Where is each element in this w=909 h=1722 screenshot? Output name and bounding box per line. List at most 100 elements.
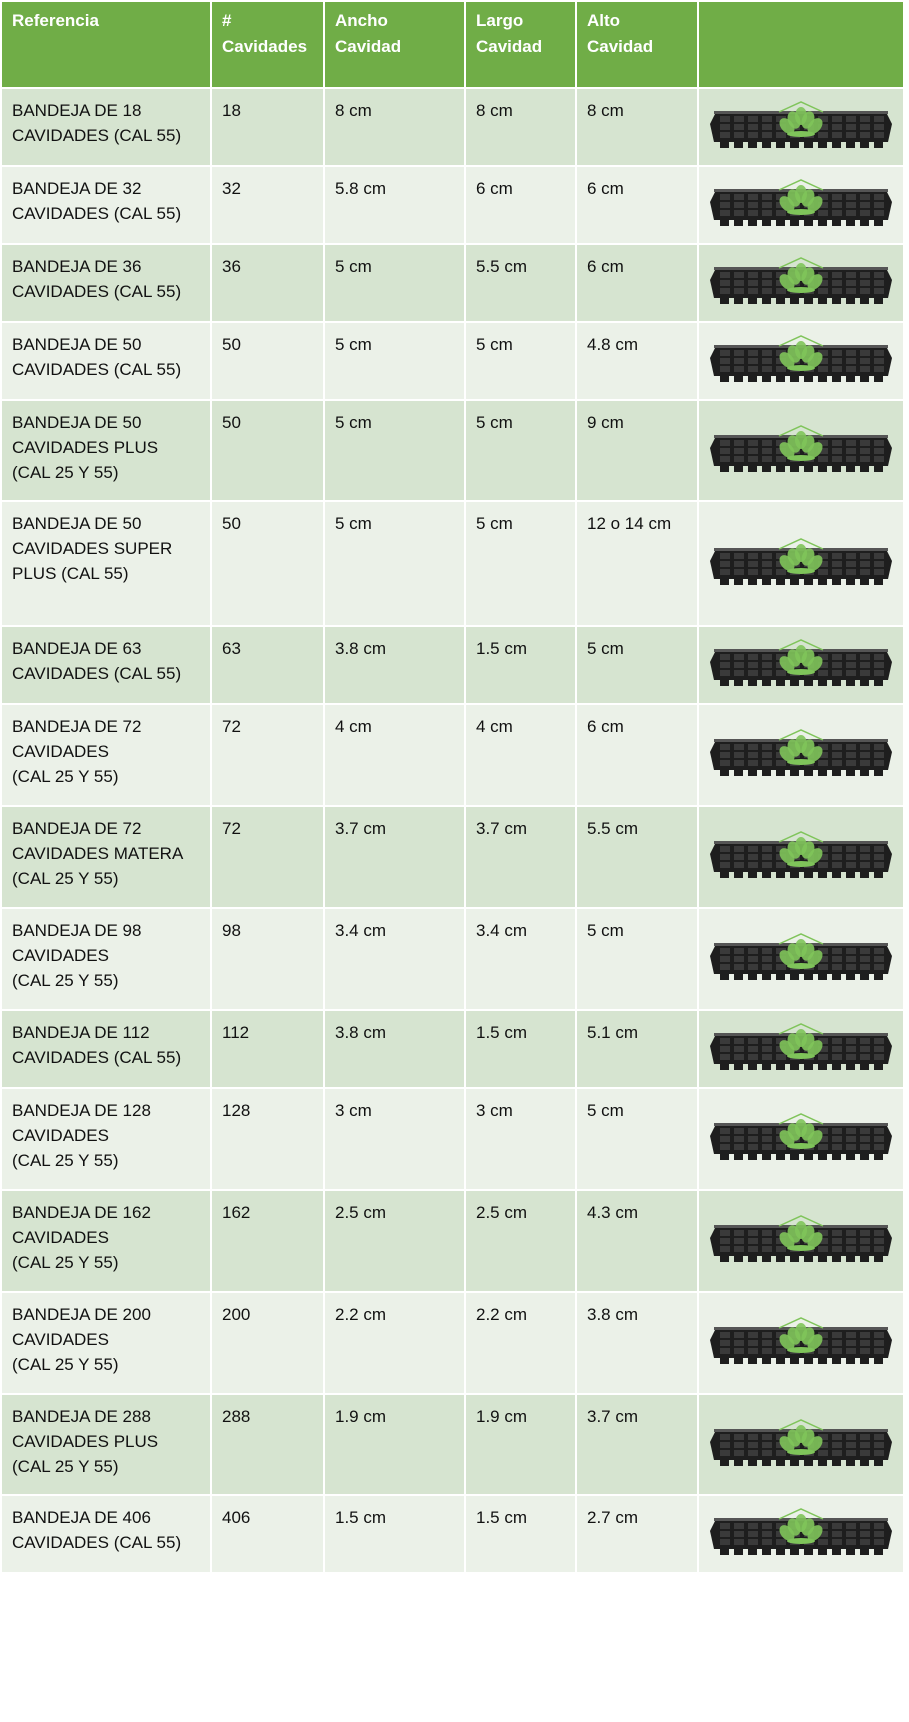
height-cell: 6 cm [575,703,699,807]
seedling-tray-icon [700,628,902,702]
height-cell: 12 o 14 cm [575,500,699,627]
table-row: BANDEJA DE 288 CAVIDADES PLUS (CAL 25 Y 55… [0,1393,905,1496]
width-cell: 5.8 cm [323,165,466,245]
seedling-tray-icon [700,910,902,1008]
tray-image-cell [697,907,905,1011]
header-cavities: # Cavidades [210,0,325,89]
reference-cell: BANDEJA DE 72 CAVIDADES (CAL 25 Y 55) [0,703,212,807]
reference-line: (CAL 25 Y 55) [12,1355,119,1374]
seedling-tray-icon [700,402,902,499]
length-cell: 6 cm [464,165,577,245]
table-row: BANDEJA DE 50 CAVIDADES (CAL 55) 50 5 cm 5 c… [0,321,905,401]
table-row: BANDEJA DE 406 CAVIDADES (CAL 55) 406 1.5 c… [0,1494,905,1574]
reference-line: BANDEJA DE 72 [12,717,142,736]
reference-line: (CAL 25 Y 55) [12,971,119,990]
table-row: BANDEJA DE 18 CAVIDADES (CAL 55) 18 8 cm 8 c… [0,87,905,167]
reference-line: BANDEJA DE 32 [12,179,142,198]
length-cell: 2.5 cm [464,1189,577,1293]
reference-cell: BANDEJA DE 98 CAVIDADES (CAL 25 Y 55) [0,907,212,1011]
header-length-line1: Largo [476,11,524,30]
reference-line: CAVIDADES MATERA [12,844,184,863]
header-width-line2: Cavidad [335,37,402,56]
reference-line: (CAL 25 Y 55) [12,1457,119,1476]
reference-cell: BANDEJA DE 63 CAVIDADES (CAL 55) [0,625,212,705]
seedling-tray-icon [700,1012,902,1086]
table-header: Referencia # Cavidades Ancho Cavidad Lar… [0,0,905,89]
length-cell: 3 cm [464,1087,577,1191]
seedling-tray-icon [700,1497,902,1571]
seedling-tray-icon [700,1294,902,1392]
width-cell: 5 cm [323,321,466,401]
width-cell: 8 cm [323,87,466,167]
length-cell: 2.2 cm [464,1291,577,1395]
reference-cell: BANDEJA DE 50 CAVIDADES (CAL 55) [0,321,212,401]
header-length-line2: Cavidad [476,37,543,56]
reference-line: BANDEJA DE 112 [12,1023,150,1042]
reference-line: BANDEJA DE 128 [12,1101,151,1120]
seedling-tray-icon [700,246,902,320]
height-cell: 6 cm [575,243,699,323]
header-height-line1: Alto [587,11,621,30]
reference-line: BANDEJA DE 50 [12,335,142,354]
seedling-tray-icon [700,1090,902,1188]
reference-line: (CAL 25 Y 55) [12,869,119,888]
reference-cell: BANDEJA DE 112 CAVIDADES (CAL 55) [0,1009,212,1089]
reference-line: BANDEJA DE 50 [12,413,142,432]
header-image [697,0,905,89]
table-row: BANDEJA DE 36 CAVIDADES (CAL 55) 36 5 cm 5.5… [0,243,905,323]
reference-line: CAVIDADES PLUS [12,438,159,457]
tray-image-cell [697,1494,905,1574]
cavities-cell: 128 [210,1087,325,1191]
header-height-line2: Cavidad [587,37,654,56]
reference-line: CAVIDADES (CAL 55) [12,204,182,223]
table-row: BANDEJA DE 128 CAVIDADES (CAL 25 Y 55) 128 3… [0,1087,905,1191]
header-width-line1: Ancho [335,11,388,30]
reference-cell: BANDEJA DE 50 CAVIDADES SUPER PLUS (CAL 55… [0,500,212,627]
tray-image-cell [697,87,905,167]
header-cavities-line2: Cavidades [222,37,308,56]
table-row: BANDEJA DE 162 CAVIDADES (CAL 25 Y 55) 162 2… [0,1189,905,1293]
width-cell: 2.2 cm [323,1291,466,1395]
reference-line: BANDEJA DE 200 [12,1305,151,1324]
table-row: BANDEJA DE 200 CAVIDADES (CAL 25 Y 55) 200 2… [0,1291,905,1395]
height-cell: 5 cm [575,1087,699,1191]
height-cell: 4.3 cm [575,1189,699,1293]
cavities-cell: 288 [210,1393,325,1496]
width-cell: 5 cm [323,500,466,627]
reference-cell: BANDEJA DE 200 CAVIDADES (CAL 25 Y 55) [0,1291,212,1395]
reference-line: CAVIDADES (CAL 55) [12,360,182,379]
reference-cell: BANDEJA DE 36 CAVIDADES (CAL 55) [0,243,212,323]
width-cell: 5 cm [323,243,466,323]
length-cell: 4 cm [464,703,577,807]
cavities-cell: 200 [210,1291,325,1395]
cavities-cell: 32 [210,165,325,245]
reference-cell: BANDEJA DE 288 CAVIDADES PLUS (CAL 25 Y 55… [0,1393,212,1496]
width-cell: 3 cm [323,1087,466,1191]
table-row: BANDEJA DE 98 CAVIDADES (CAL 25 Y 55) 98 3.4… [0,907,905,1011]
tray-image-cell [697,1393,905,1496]
length-cell: 5.5 cm [464,243,577,323]
reference-line: CAVIDADES (CAL 55) [12,664,182,683]
width-cell: 2.5 cm [323,1189,466,1293]
reference-line: PLUS (CAL 55) [12,564,129,583]
width-cell: 1.5 cm [323,1494,466,1574]
tray-image-cell [697,625,905,705]
height-cell: 5 cm [575,907,699,1011]
reference-line: CAVIDADES [12,1228,109,1247]
cavities-cell: 18 [210,87,325,167]
reference-cell: BANDEJA DE 72 CAVIDADES MATERA (CAL 25 Y 5… [0,805,212,909]
seedling-tray-icon [700,808,902,906]
reference-line: CAVIDADES [12,742,109,761]
tray-image-cell [697,399,905,502]
length-cell: 1.5 cm [464,1009,577,1089]
tray-image-cell [697,243,905,323]
table-row: BANDEJA DE 72 CAVIDADES MATERA (CAL 25 Y 5… [0,805,905,909]
reference-cell: BANDEJA DE 50 CAVIDADES PLUS (CAL 25 Y 55) [0,399,212,502]
seedling-tray-icon [700,503,902,624]
header-height: Alto Cavidad [575,0,699,89]
cavities-cell: 112 [210,1009,325,1089]
header-row: Referencia # Cavidades Ancho Cavidad Lar… [0,0,905,89]
height-cell: 2.7 cm [575,1494,699,1574]
header-reference-label: Referencia [12,11,99,30]
reference-line: CAVIDADES (CAL 55) [12,1048,182,1067]
